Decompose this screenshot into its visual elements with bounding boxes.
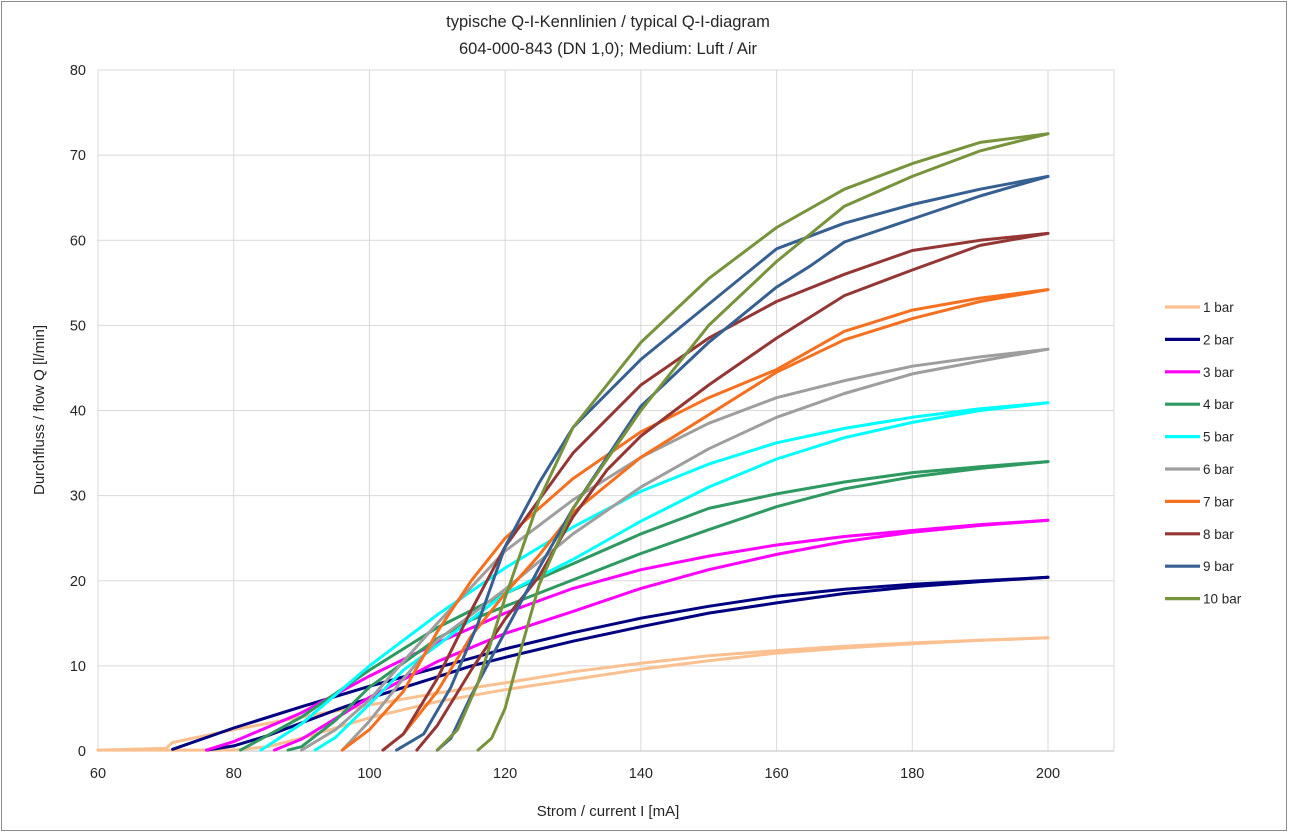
chart-subtitle: 604-000-843 (DN 1,0); Medium: Luft / Air bbox=[459, 40, 758, 58]
y-tick-labels: 0 10 20 30 40 50 60 70 80 bbox=[70, 63, 86, 760]
x-tick-label: 160 bbox=[764, 766, 788, 782]
series-line-falling bbox=[476, 132, 1050, 752]
legend-label: 3 bar bbox=[1203, 365, 1234, 380]
series-line-falling bbox=[381, 288, 1050, 752]
legend: 1 bar 2 bar 3 bar 4 bar 5 bar 6 bar 7 bar 8 bar… bbox=[1165, 300, 1242, 607]
series-line-falling bbox=[435, 174, 1050, 752]
series-line-falling bbox=[415, 231, 1050, 752]
x-tick-labels: 60 80 100 120 140 160 180 200 bbox=[90, 766, 1060, 782]
legend-label: 2 bar bbox=[1203, 332, 1234, 347]
y-tick-label: 0 bbox=[78, 744, 86, 760]
y-tick-label: 80 bbox=[70, 63, 86, 79]
series-line-rising bbox=[395, 174, 1050, 752]
y-tick-label: 70 bbox=[70, 148, 86, 164]
legend-label: 9 bar bbox=[1203, 559, 1234, 574]
legend-label: 10 bar bbox=[1203, 592, 1242, 607]
series-line-rising bbox=[259, 401, 1050, 752]
grid-lines bbox=[97, 69, 1114, 752]
y-tick-label: 50 bbox=[70, 318, 86, 334]
series-line-falling bbox=[272, 518, 1050, 752]
x-tick-label: 140 bbox=[629, 766, 653, 782]
series-line-rising bbox=[381, 231, 1050, 752]
series-line-falling bbox=[313, 401, 1050, 752]
x-tick-label: 60 bbox=[90, 766, 106, 782]
legend-label: 7 bar bbox=[1203, 494, 1234, 509]
series-line-rising bbox=[205, 518, 1050, 752]
legend-label: 4 bar bbox=[1203, 397, 1234, 412]
series-line-falling bbox=[286, 460, 1050, 752]
y-tick-label: 30 bbox=[70, 489, 86, 505]
x-tick-label: 120 bbox=[493, 766, 517, 782]
x-axis-title: Strom / current I [mA] bbox=[537, 803, 680, 820]
x-tick-label: 200 bbox=[1036, 766, 1060, 782]
legend-label: 8 bar bbox=[1203, 527, 1234, 542]
series-line-falling bbox=[96, 636, 1050, 752]
legend-label: 5 bar bbox=[1203, 430, 1234, 445]
legend-label: 1 bar bbox=[1203, 300, 1234, 315]
series-line-rising bbox=[340, 288, 1050, 752]
y-tick-label: 60 bbox=[70, 233, 86, 249]
series-line-rising bbox=[435, 132, 1050, 752]
y-tick-label: 40 bbox=[70, 404, 86, 420]
legend-label: 6 bar bbox=[1203, 462, 1234, 477]
x-tick-label: 80 bbox=[226, 766, 242, 782]
series-line-rising bbox=[96, 636, 1050, 752]
series-line-rising bbox=[239, 460, 1050, 752]
y-tick-label: 20 bbox=[70, 574, 86, 590]
series-lines bbox=[96, 132, 1050, 752]
chart-title: typische Q-I-Kennlinien / typical Q-I-di… bbox=[446, 13, 770, 31]
x-tick-label: 180 bbox=[900, 766, 924, 782]
x-tick-label: 100 bbox=[357, 766, 381, 782]
y-axis-title: Durchfluss / flow Q [l/min] bbox=[31, 325, 48, 495]
y-tick-label: 10 bbox=[70, 659, 86, 675]
series-line-falling bbox=[205, 575, 1050, 752]
series-line-rising bbox=[171, 575, 1050, 751]
series-line-falling bbox=[340, 347, 1050, 752]
